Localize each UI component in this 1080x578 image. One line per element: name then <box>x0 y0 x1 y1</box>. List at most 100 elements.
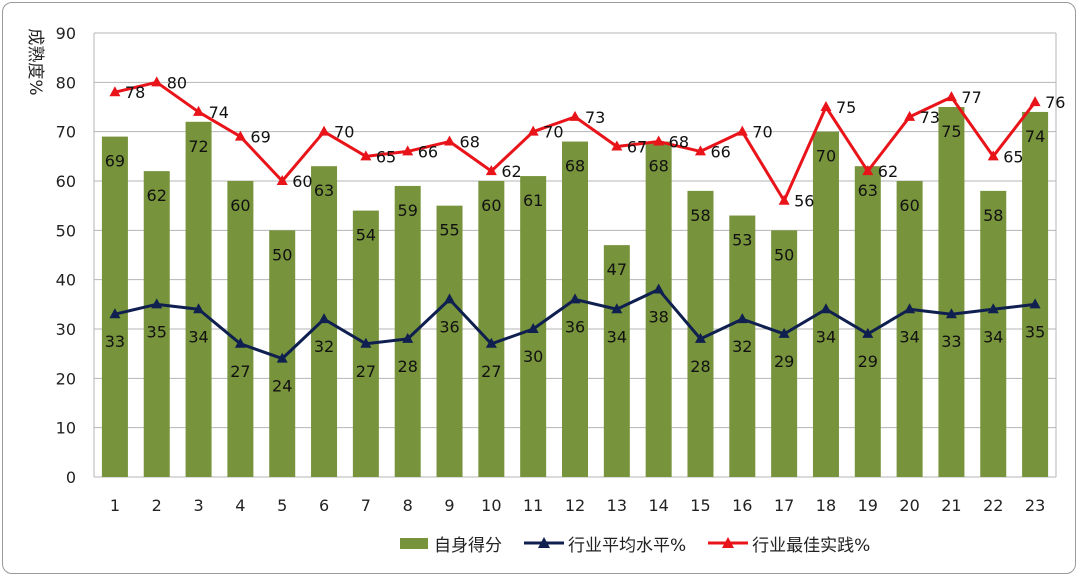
bar <box>227 181 254 477</box>
line-value-label: 73 <box>585 108 605 127</box>
line-value-label: 36 <box>565 317 585 336</box>
y-tick-label: 0 <box>66 468 76 487</box>
bar <box>562 141 588 478</box>
bar-value-label: 50 <box>774 245 794 264</box>
line-value-label: 74 <box>209 103 229 122</box>
line-point <box>653 135 665 146</box>
line-point <box>360 337 372 348</box>
legend-label-self-score: 自身得分 <box>434 535 502 556</box>
legend-swatch-bar <box>400 537 428 549</box>
line-point <box>485 337 497 348</box>
gridlines <box>93 32 1057 478</box>
legend-label-industry-average: 行业平均水平% <box>568 535 687 556</box>
bar-value-label: 60 <box>899 196 919 215</box>
bar-value-label: 55 <box>439 221 459 240</box>
y-tick-label: 80 <box>56 73 76 92</box>
bar-value-label: 50 <box>272 245 292 264</box>
line-value-label: 29 <box>774 352 794 371</box>
y-tick-label: 40 <box>56 271 76 290</box>
line-value-label: 30 <box>523 347 543 366</box>
line-point <box>402 145 414 156</box>
legend-item-bar: 自身得分 <box>400 531 502 556</box>
line-point <box>736 125 748 136</box>
x-tick-label: 14 <box>648 496 668 515</box>
x-tick-label: 3 <box>193 496 203 515</box>
line-value-label: 69 <box>250 128 270 147</box>
bar <box>1022 111 1049 477</box>
bar <box>729 215 756 478</box>
bar-value-label: 74 <box>1025 127 1045 146</box>
line-point <box>234 130 246 141</box>
line-value-label: 28 <box>690 357 710 376</box>
line-point <box>569 293 581 304</box>
line-value-label: 67 <box>627 137 647 156</box>
line-point <box>485 165 497 176</box>
line-point <box>611 303 623 314</box>
legend-swatch-avg <box>524 537 564 548</box>
x-tick-label: 8 <box>403 496 413 515</box>
line-value-label: 60 <box>292 172 312 191</box>
line-value-label: 32 <box>314 337 334 356</box>
x-tick-label: 1 <box>110 496 120 515</box>
bar-value-label: 60 <box>230 196 250 215</box>
line-point <box>318 313 330 324</box>
bar-value-label: 69 <box>105 152 125 171</box>
line-value-label: 27 <box>356 362 376 381</box>
bar <box>771 230 798 477</box>
line-value-label: 75 <box>836 98 856 117</box>
line-value-label: 62 <box>501 162 521 181</box>
y-tick-label: 60 <box>56 172 76 191</box>
line-value-label: 38 <box>648 308 668 327</box>
line-point <box>193 105 205 116</box>
bar <box>854 166 881 477</box>
x-tick-label: 20 <box>899 496 919 515</box>
line-value-label: 28 <box>398 357 418 376</box>
line-point <box>527 323 539 333</box>
legend-item-avg: 行业平均水平% <box>524 531 686 556</box>
line-value-label: 33 <box>941 332 961 351</box>
x-tick-label: 5 <box>277 496 287 515</box>
bar-value-label: 72 <box>188 137 208 156</box>
x-tick-label: 15 <box>690 496 710 515</box>
line-point <box>193 303 205 314</box>
line-point <box>444 293 456 304</box>
y-tick-label: 10 <box>56 419 76 438</box>
line-point <box>402 332 414 343</box>
line-value-label: 34 <box>983 327 1003 346</box>
line-value-label: 66 <box>418 142 438 161</box>
line-value-label: 68 <box>460 133 480 152</box>
line-value-label: 70 <box>334 123 354 142</box>
line-point <box>694 145 706 156</box>
line-value-label: 70 <box>543 123 563 142</box>
line-value-label: 32 <box>732 337 752 356</box>
bar <box>645 141 672 478</box>
line-value-label: 29 <box>858 352 878 371</box>
line-point <box>694 332 706 343</box>
bar <box>436 205 463 477</box>
line-value-label: 77 <box>961 88 981 107</box>
line-point <box>1029 96 1041 107</box>
bar <box>478 181 505 477</box>
bar <box>980 190 1007 477</box>
line-point <box>778 327 790 338</box>
x-tick-label: 21 <box>941 496 961 515</box>
y-tick-label: 20 <box>56 369 76 388</box>
line-value-label: 73 <box>920 108 940 127</box>
bar <box>101 136 128 477</box>
line-value-label: 27 <box>481 362 501 381</box>
bar <box>143 171 170 477</box>
bar-value-label: 68 <box>565 157 585 176</box>
bar-value-label: 47 <box>607 260 627 279</box>
line-point <box>444 135 456 146</box>
x-tick-label: 17 <box>774 496 794 515</box>
y-tick-label: 90 <box>56 24 76 43</box>
bar-value-label: 58 <box>983 206 1003 225</box>
x-axis-ticks: 1 2 3 4 5 6 7 8 9 10 11 12 13 14 15 16 17 18 19 20 21 22 23 <box>110 496 1045 515</box>
line-value-label: 66 <box>710 142 730 161</box>
bar-value-label: 62 <box>147 186 167 205</box>
x-tick-label: 18 <box>816 496 836 515</box>
line-value-label: 34 <box>816 327 836 346</box>
line-value-label: 24 <box>272 377 292 396</box>
bar-value-label: 53 <box>732 231 752 250</box>
